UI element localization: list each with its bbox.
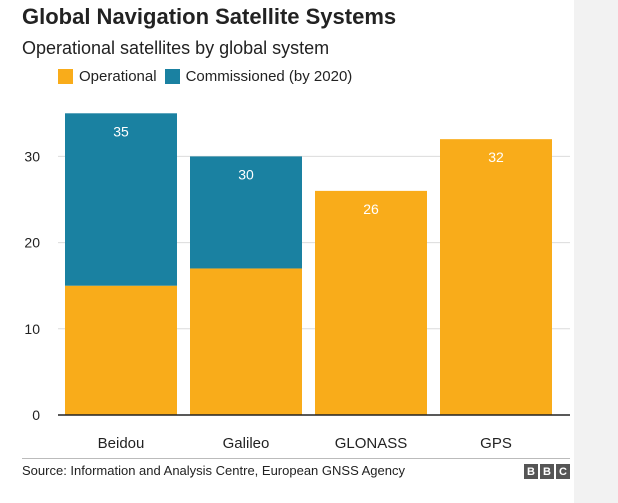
y-tick-label: 20 [24, 235, 40, 251]
bar-segment-commissioned [65, 113, 177, 286]
bbc-logo: B B C [522, 464, 570, 479]
chart-legend: Operational Commissioned (by 2020) [58, 68, 360, 85]
legend-label-commissioned: Commissioned (by 2020) [185, 68, 353, 85]
bbc-logo-letter: B [524, 464, 538, 479]
legend-item-operational: Operational [58, 68, 157, 85]
chart-subtitle: Operational satellites by global system [22, 38, 330, 58]
source-note: Source: Information and Analysis Centre,… [22, 463, 405, 478]
footer-divider [22, 458, 570, 459]
bar-total-label: 30 [238, 166, 254, 182]
chart-card: Global Navigation Satellite Systems Oper… [0, 0, 574, 503]
x-tick-label: Galileo [223, 435, 270, 452]
bar-total-label: 35 [113, 123, 129, 139]
x-tick-label: GLONASS [335, 435, 408, 452]
legend-swatch-commissioned [164, 69, 180, 84]
bar-segment-operational [315, 190, 427, 415]
legend-swatch-operational [58, 69, 73, 84]
bar-segment-operational [440, 139, 552, 415]
bar-total-label: 32 [488, 149, 504, 165]
bar-total-label: 26 [363, 201, 379, 217]
bbc-logo-letter: C [556, 464, 570, 479]
bbc-logo-letter: B [540, 464, 554, 479]
bar-segment-operational [190, 268, 302, 415]
bar-segment-operational [65, 285, 177, 415]
y-tick-label: 30 [24, 148, 40, 164]
y-tick-label: 0 [32, 407, 40, 423]
chart-title: Global Navigation Satellite Systems [22, 4, 397, 29]
legend-item-commissioned: Commissioned (by 2020) [164, 68, 353, 85]
bar-segment-commissioned [190, 156, 302, 269]
y-tick-label: 10 [24, 321, 40, 337]
x-tick-label: GPS [480, 435, 512, 452]
x-tick-label: Beidou [98, 435, 145, 452]
legend-label-operational: Operational [79, 68, 157, 85]
